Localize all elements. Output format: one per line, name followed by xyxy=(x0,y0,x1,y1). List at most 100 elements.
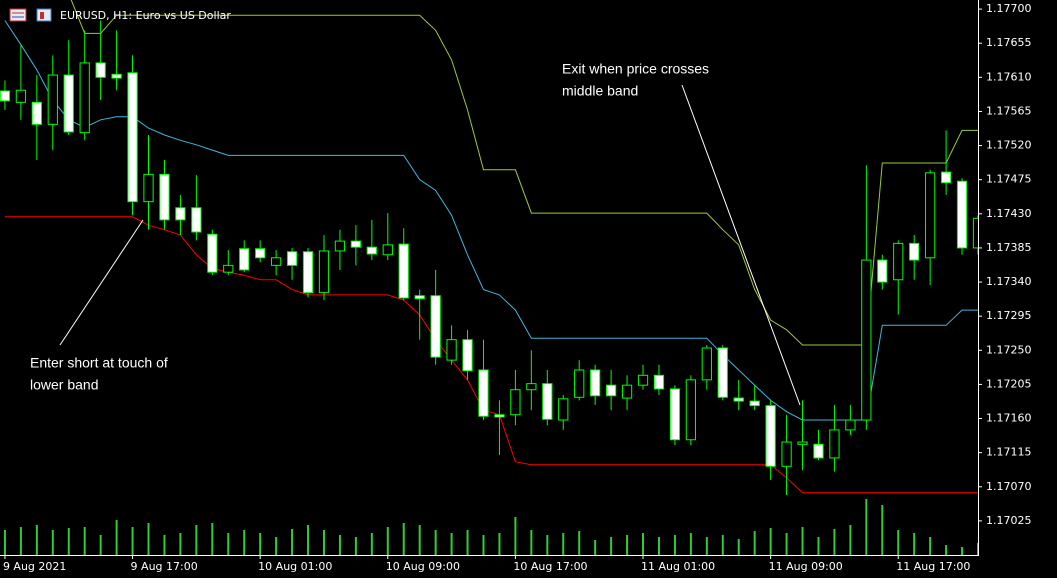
candle-body xyxy=(302,251,314,294)
band-line xyxy=(4,216,978,494)
candle-body xyxy=(63,74,74,133)
candle-body xyxy=(733,397,744,402)
candle-body xyxy=(558,398,569,421)
y-tick-label: 1.17250 xyxy=(986,343,1032,356)
y-tick-label: 1.17475 xyxy=(986,173,1032,186)
candle-body xyxy=(478,369,489,417)
candle-body xyxy=(701,347,712,381)
candle-body xyxy=(270,257,282,266)
x-tick-label: 11 Aug 09:00 xyxy=(769,560,843,573)
candle-body xyxy=(845,419,856,431)
chart-title: EURUSD, H1: Euro vs US Dollar xyxy=(60,9,231,22)
candle-body xyxy=(95,62,106,78)
x-tick-label: 9 Aug 2021 xyxy=(3,560,66,573)
candle-body xyxy=(574,369,585,398)
x-tick-label: 10 Aug 09:00 xyxy=(386,560,460,573)
candle-body xyxy=(510,389,521,416)
y-tick-label: 1.17340 xyxy=(986,275,1032,288)
candle-body xyxy=(318,250,330,294)
candle-body xyxy=(781,441,792,467)
candle-body xyxy=(653,374,665,390)
candle-body xyxy=(956,180,968,249)
candle-body xyxy=(127,72,138,203)
candle-body xyxy=(526,383,537,391)
candle-body xyxy=(398,243,409,299)
candle-body xyxy=(414,295,425,300)
candle-body xyxy=(877,259,888,283)
icon-trade[interactable] xyxy=(9,8,27,22)
x-tick-label: 9 Aug 17:00 xyxy=(131,560,198,573)
candle-body xyxy=(31,101,42,125)
header: EURUSD, H1: Euro vs US Dollar xyxy=(9,8,231,22)
candle-body xyxy=(717,347,728,398)
x-tick-label: 10 Aug 01:00 xyxy=(258,560,332,573)
annotation-pointer xyxy=(681,84,801,406)
candle-body xyxy=(940,171,952,184)
x-tick-label: 11 Aug 01:00 xyxy=(641,560,715,573)
candle-body xyxy=(861,259,872,421)
y-tick-label: 1.17295 xyxy=(986,309,1032,322)
volume-layer xyxy=(3,499,978,555)
candle-body xyxy=(366,246,377,255)
candle-body xyxy=(893,242,904,281)
candle-body xyxy=(813,443,824,459)
y-tick-label: 1.17430 xyxy=(986,207,1032,220)
y-tick-label: 1.17385 xyxy=(986,241,1032,254)
candle-body xyxy=(0,90,11,102)
annotation-pointer xyxy=(59,219,144,346)
candle-body xyxy=(462,339,473,372)
candle-body xyxy=(685,379,696,441)
candle-body xyxy=(749,400,760,407)
candle-body xyxy=(111,73,122,79)
band-line xyxy=(70,0,978,346)
candle-body xyxy=(334,240,346,252)
candle-body xyxy=(350,240,362,248)
candle-body xyxy=(621,384,633,399)
y-tick-label: 1.17700 xyxy=(986,2,1032,15)
candle-body xyxy=(494,414,505,418)
icon-detail xyxy=(40,12,44,19)
candle-body xyxy=(669,388,681,441)
annotation: Enter short at touch of lower band xyxy=(30,219,168,393)
y-tick-label: 1.17070 xyxy=(986,480,1032,493)
y-tick-label: 1.17655 xyxy=(986,36,1032,49)
annotation-text: Exit when price crosses xyxy=(562,61,709,77)
candle-body xyxy=(430,295,441,358)
candle-body xyxy=(382,244,393,256)
candle-body xyxy=(286,251,298,266)
y-tick-label: 1.17565 xyxy=(986,104,1032,117)
candle-body xyxy=(590,369,601,397)
candle-body xyxy=(909,242,920,261)
band-line xyxy=(4,20,978,421)
y-tick-label: 1.17205 xyxy=(986,377,1032,390)
candle-body xyxy=(15,89,27,103)
annotation-text: lower band xyxy=(30,377,99,393)
candle-body xyxy=(191,207,202,233)
annotation-text: Enter short at touch of xyxy=(30,355,168,371)
candle-body xyxy=(239,248,250,271)
candle-body xyxy=(637,374,649,386)
annotation: Exit when price crosses middle band xyxy=(562,61,801,406)
candle-layer xyxy=(0,20,978,496)
candle-body xyxy=(255,248,266,259)
y-tick-label: 1.17160 xyxy=(986,412,1032,425)
candle-body xyxy=(972,217,978,249)
candle-body xyxy=(765,405,776,467)
candle-body xyxy=(797,441,808,445)
candle-body xyxy=(175,207,186,221)
axis-layer: 1.17700 1.17655 1.17610 1.17565 1.17520 1.174… xyxy=(3,2,1032,573)
candle-body xyxy=(829,429,840,459)
y-tick-label: 1.17115 xyxy=(986,446,1032,459)
y-tick-label: 1.17025 xyxy=(986,514,1032,527)
candle-body xyxy=(223,264,234,273)
x-tick-label: 10 Aug 17:00 xyxy=(513,560,587,573)
x-tick-label: 11 Aug 17:00 xyxy=(896,560,970,573)
candle-body xyxy=(143,173,154,203)
candle-body xyxy=(79,62,90,134)
annotation-text: middle band xyxy=(562,83,638,99)
candle-body xyxy=(47,74,58,125)
y-tick-label: 1.17520 xyxy=(986,139,1032,152)
